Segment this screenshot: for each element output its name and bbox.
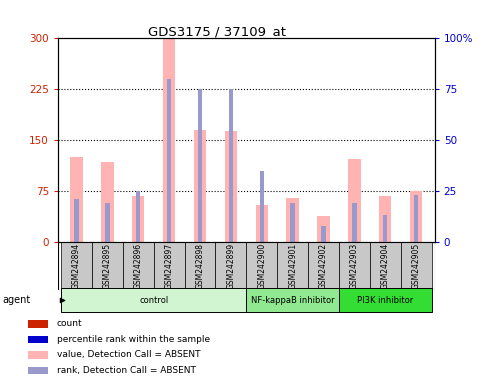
Bar (339, 242, 370, 290)
Bar (229, 89, 233, 242)
Bar (290, 203, 295, 242)
Bar (61, 288, 246, 313)
Bar (132, 196, 144, 242)
Text: agent: agent (2, 295, 30, 305)
Text: GSM242899: GSM242899 (227, 243, 235, 289)
Text: GSM242901: GSM242901 (288, 243, 297, 289)
Text: count: count (57, 319, 83, 328)
Bar (105, 203, 110, 242)
Text: GDS3175 / 37109_at: GDS3175 / 37109_at (148, 25, 286, 38)
Bar (348, 159, 361, 242)
Bar (101, 162, 114, 242)
Bar (198, 89, 202, 242)
Text: percentile rank within the sample: percentile rank within the sample (57, 334, 210, 344)
Text: rank, Detection Call = ABSENT: rank, Detection Call = ABSENT (57, 366, 196, 375)
Bar (71, 157, 83, 242)
Text: GSM242894: GSM242894 (72, 243, 81, 289)
Bar (185, 242, 215, 290)
Text: GSM242905: GSM242905 (412, 243, 421, 289)
Bar (167, 79, 171, 242)
Bar (28, 367, 48, 374)
Bar (277, 242, 308, 290)
Bar (383, 215, 387, 242)
Bar (259, 171, 264, 242)
Text: GSM242896: GSM242896 (134, 243, 143, 289)
Bar (194, 130, 206, 242)
Bar (28, 336, 48, 343)
Bar (256, 205, 268, 242)
Bar (410, 191, 422, 242)
Bar (308, 242, 339, 290)
Bar (215, 242, 246, 290)
Bar (28, 320, 48, 328)
Bar (339, 288, 432, 313)
Text: GSM242900: GSM242900 (257, 243, 266, 289)
Bar (246, 242, 277, 290)
Text: GSM242904: GSM242904 (381, 243, 390, 289)
Bar (401, 242, 432, 290)
Bar (352, 203, 356, 242)
Text: NF-kappaB inhibitor: NF-kappaB inhibitor (251, 296, 334, 305)
Bar (154, 242, 185, 290)
Bar (136, 191, 141, 242)
Bar (286, 198, 299, 242)
Bar (414, 195, 418, 242)
Bar (317, 216, 330, 242)
Bar (123, 242, 154, 290)
Text: GSM242897: GSM242897 (165, 243, 173, 289)
Bar (379, 196, 391, 242)
Text: PI3K inhibitor: PI3K inhibitor (357, 296, 413, 305)
Bar (321, 226, 326, 242)
Bar (28, 351, 48, 359)
Bar (74, 199, 79, 242)
Bar (246, 288, 339, 313)
Text: control: control (139, 296, 168, 305)
Bar (225, 131, 237, 242)
Bar (370, 242, 401, 290)
Bar (61, 242, 92, 290)
Text: GSM242903: GSM242903 (350, 243, 359, 289)
Bar (163, 38, 175, 242)
Text: GSM242902: GSM242902 (319, 243, 328, 289)
Bar (92, 242, 123, 290)
Text: GSM242898: GSM242898 (196, 243, 204, 289)
Text: value, Detection Call = ABSENT: value, Detection Call = ABSENT (57, 350, 200, 359)
Text: GSM242895: GSM242895 (103, 243, 112, 289)
